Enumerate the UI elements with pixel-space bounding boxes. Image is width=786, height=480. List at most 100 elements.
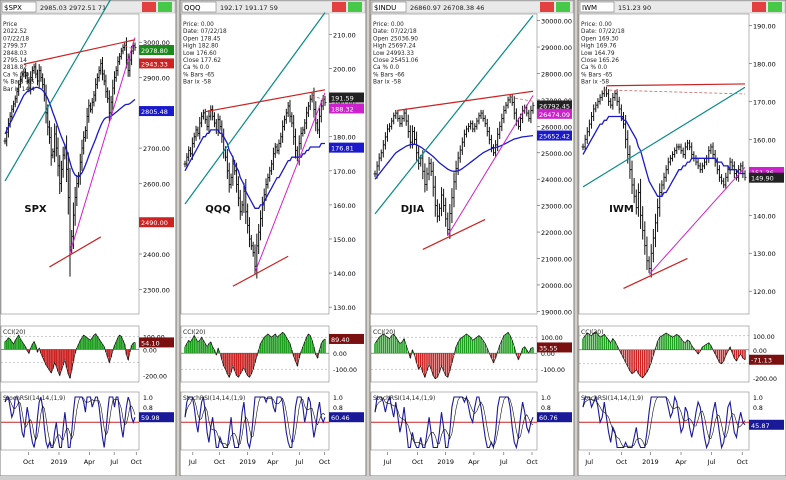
channel-line-teal — [374, 15, 534, 215]
stochrsi-plot-area — [0, 391, 140, 451]
cci-axis-label: 100.00 — [753, 334, 775, 341]
stochrsi-line — [184, 396, 326, 450]
ohlc-info-line: Open 178.45 — [183, 36, 221, 42]
time-axis-label: Jul — [109, 458, 118, 466]
price-badge-label: 2943.33 — [141, 60, 168, 68]
time-axis-label: Oct — [131, 458, 143, 466]
ohlc-info-line: Ca % 0.0 — [3, 72, 29, 78]
price-axis-label: 180.00 — [333, 134, 356, 142]
price-badge — [537, 130, 572, 141]
stochrsi-signal-line — [374, 396, 534, 447]
stochrsi-pane: StochRSI(14,14,(1,9) 1.0 0.8 59.98 — [0, 391, 174, 451]
stochrsi-pane: StochRSI(14,14,(1,9) 1.0 0.8 60.76 — [370, 391, 572, 451]
trend-line-red — [49, 236, 102, 268]
price-axis-label: 30000.00 — [541, 18, 572, 26]
price-badge — [537, 100, 572, 111]
dashed-line — [311, 95, 326, 101]
cci-line — [184, 331, 326, 379]
header-indicator-red — [540, 2, 554, 12]
stochrsi-signal-line — [4, 396, 136, 447]
ohlc-info-line: Price — [3, 22, 18, 28]
time-axis-label: Jul — [383, 458, 392, 466]
stochrsi-axis-label: 0.8 — [753, 405, 763, 412]
ohlc-info-line: Ca % 0.0 — [373, 65, 399, 71]
price-axis-label: 130.00 — [333, 304, 356, 312]
price-pane: 190.00180.00170.00160.00150.00140.00130.… — [578, 13, 784, 315]
price-axis-label: 22000.00 — [541, 229, 572, 237]
price-badge-label: 26792.45 — [539, 102, 570, 110]
price-axis-label: 24000.00 — [541, 176, 572, 184]
ohlc-info-line: Open 169.30 — [581, 36, 619, 42]
header-indicator-red — [142, 2, 156, 12]
trend-line-red — [623, 257, 688, 289]
price-axis-label: 2300.00 — [143, 286, 170, 294]
stochrsi-value-badge-label: 60.76 — [539, 414, 558, 422]
cci-label: CCI(20) — [3, 329, 25, 336]
stochrsi-axis-label: 0.8 — [541, 405, 551, 412]
cci-value-badge — [749, 354, 784, 365]
index-label: DJIA — [401, 204, 425, 215]
stochrsi-axis-label: 1.0 — [143, 395, 153, 402]
ohlc-info-line: % Bars -65 — [183, 72, 215, 78]
cci-pane: CCI(20) 100.00 0.00 -100.00 35.55 — [370, 325, 572, 383]
symbol-box[interactable] — [579, 1, 615, 13]
cci-line — [582, 331, 746, 379]
cci-axis-label: 0.00 — [143, 347, 157, 354]
time-axis-label: Apr — [267, 458, 279, 466]
index-label: SPX — [24, 204, 47, 215]
trend-line-red — [232, 255, 289, 287]
stochrsi-value-badge-label: 59.98 — [141, 414, 160, 422]
dashed-line — [604, 89, 746, 95]
stochrsi-axis-label: 0.8 — [143, 405, 153, 412]
price-axis-label: 23000.00 — [541, 203, 572, 211]
price-pane: 30000.0029000.0028000.0027000.0026000.00… — [370, 13, 572, 316]
channel-line-teal — [4, 0, 111, 182]
price-badge — [329, 92, 364, 103]
stochrsi-value-badge — [749, 419, 784, 430]
symbol-box[interactable] — [371, 1, 407, 13]
price-pane: 3000.00 2900.00 2700.00 2600.00 2400.00 2300.… — [0, 0, 174, 315]
price-axis-label: 25000.00 — [541, 150, 572, 158]
cci-label: CCI(20) — [373, 329, 395, 336]
time-axis: Oct 2019 Apr Jul Oct — [23, 452, 142, 466]
header-values: 26860.97 26708.38 46 — [410, 4, 484, 12]
symbol-box[interactable] — [1, 1, 37, 13]
ohlc-info-line: Date: 07/22/18 — [183, 29, 227, 35]
ohlc-info-line: Date: 07/22/18 — [373, 29, 417, 35]
ohlc-info-line: 07/22/18 — [3, 36, 29, 42]
ohlc-info-line: Bar ix -58 — [581, 80, 609, 86]
stochrsi-axis-label: 0.8 — [333, 405, 343, 412]
cci-axis-label: 0.00 — [753, 348, 767, 355]
stochrsi-value-badge — [329, 412, 364, 423]
price-badge-label: 2490.00 — [141, 219, 168, 227]
ohlc-info-line: % Bars -66 — [373, 72, 405, 78]
ohlc-info-line: Ca % 0.0 — [183, 65, 209, 71]
header-indicator-green — [348, 2, 362, 12]
price-axis-label: 170.00 — [333, 168, 356, 176]
price-axis-label: 2900.00 — [143, 75, 170, 83]
ohlc-info-line: Low 164.79 — [581, 51, 615, 57]
stochrsi-signal-line — [582, 396, 746, 448]
stochrsi-pane: StochRSI(14,14,(1,9) 1.0 0.8 45.87 — [578, 391, 784, 451]
price-axis-label: 170.00 — [753, 98, 776, 106]
cci-value-badge-label: 35.55 — [539, 344, 558, 352]
time-axis-label: Oct — [23, 458, 35, 466]
header-indicator-green — [768, 2, 782, 12]
channel-line-teal — [582, 86, 746, 188]
ohlc-info-line: 2818.82 — [3, 65, 27, 71]
price-axis-label: 120.00 — [753, 288, 776, 296]
cci-axis-label: 0.00 — [333, 351, 347, 358]
resistance-line-red — [205, 89, 326, 113]
symbol-box[interactable] — [181, 1, 217, 13]
time-axis-label: Jul — [188, 458, 197, 466]
price-plot-area — [578, 13, 750, 315]
price-axis-label: 160.00 — [753, 136, 776, 144]
cci-label: CCI(20) — [581, 329, 603, 336]
price-badge-label: 191.59 — [331, 95, 354, 103]
time-axis-label: Apr — [84, 458, 96, 466]
